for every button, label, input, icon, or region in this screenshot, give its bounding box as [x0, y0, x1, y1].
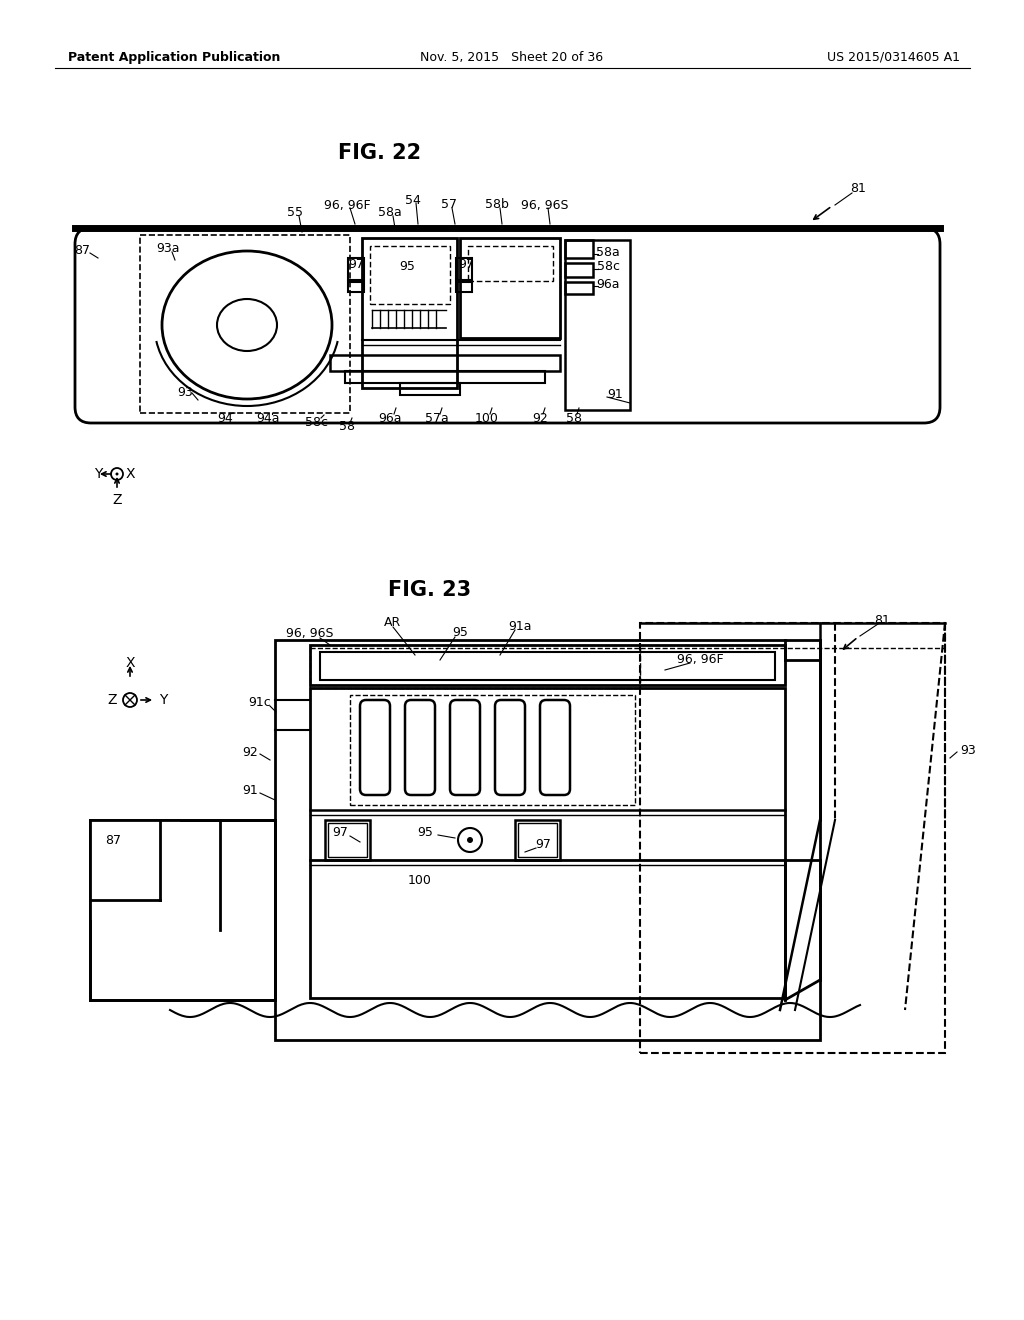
Bar [370, 246, 450, 304]
Bar [350, 696, 635, 805]
Text: 91: 91 [242, 784, 258, 796]
Bar [515, 820, 560, 861]
Circle shape [116, 473, 119, 475]
Bar [640, 623, 945, 1053]
Text: 97: 97 [332, 825, 348, 838]
Bar [518, 822, 557, 857]
Text: AR: AR [384, 615, 401, 628]
Text: 96, 96F: 96, 96F [324, 198, 371, 211]
Bar [348, 282, 364, 292]
Bar [325, 820, 370, 861]
Text: 58: 58 [566, 412, 582, 425]
Bar [565, 263, 593, 277]
Text: 81: 81 [874, 614, 890, 627]
Text: 96a: 96a [596, 277, 620, 290]
Bar [310, 645, 785, 685]
Bar [330, 355, 560, 371]
Text: Z: Z [108, 693, 117, 708]
Text: 97: 97 [348, 259, 364, 272]
Text: 96, 96F: 96, 96F [677, 653, 723, 667]
Text: 97: 97 [458, 259, 474, 272]
Bar [468, 246, 553, 281]
Text: 93: 93 [177, 385, 193, 399]
Text: 55: 55 [287, 206, 303, 219]
Bar [328, 822, 367, 857]
Bar [456, 282, 472, 292]
Text: 57: 57 [441, 198, 457, 211]
Text: 96, 96S: 96, 96S [521, 198, 568, 211]
Text: 92: 92 [242, 746, 258, 759]
Bar [565, 240, 630, 411]
Text: Z: Z [113, 492, 122, 507]
Text: X: X [125, 467, 135, 480]
Text: 93a: 93a [157, 242, 180, 255]
Text: 96, 96S: 96, 96S [287, 627, 334, 640]
Text: 58b: 58b [485, 198, 509, 211]
Text: 87: 87 [74, 243, 90, 256]
Bar [456, 257, 472, 280]
Bar [90, 820, 275, 1001]
Text: 93: 93 [961, 743, 976, 756]
Bar [460, 238, 560, 338]
Bar [275, 640, 820, 1040]
Text: X: X [125, 656, 135, 671]
Text: Y: Y [159, 693, 167, 708]
Text: 95: 95 [452, 626, 468, 639]
Text: FIG. 22: FIG. 22 [339, 143, 422, 162]
Bar [565, 240, 593, 257]
Bar [90, 820, 180, 920]
Text: 100: 100 [475, 412, 499, 425]
Text: 94a: 94a [256, 412, 280, 425]
Text: 58a: 58a [596, 246, 620, 259]
Text: 57a: 57a [425, 412, 449, 425]
Bar [345, 371, 545, 383]
Text: Y: Y [94, 467, 102, 480]
Text: 58a: 58a [378, 206, 401, 219]
Text: Nov. 5, 2015   Sheet 20 of 36: Nov. 5, 2015 Sheet 20 of 36 [420, 50, 603, 63]
Text: 58c: 58c [597, 260, 620, 273]
Text: 97: 97 [536, 838, 551, 851]
Text: Patent Application Publication: Patent Application Publication [68, 50, 281, 63]
Text: 94: 94 [217, 412, 232, 425]
Text: 81: 81 [850, 181, 866, 194]
Text: 95: 95 [399, 260, 415, 273]
Text: 96a: 96a [378, 412, 401, 425]
Text: 54: 54 [406, 194, 421, 206]
Text: 58: 58 [339, 421, 355, 433]
Text: 100: 100 [408, 874, 432, 887]
Text: 91a: 91a [508, 619, 531, 632]
Text: 91: 91 [607, 388, 623, 401]
Text: 95: 95 [417, 825, 433, 838]
Bar [362, 238, 457, 388]
Bar [140, 235, 350, 413]
Text: 87: 87 [105, 833, 121, 846]
Bar [565, 282, 593, 294]
Bar [400, 383, 460, 395]
Text: 92: 92 [532, 412, 548, 425]
Text: FIG. 23: FIG. 23 [388, 579, 472, 601]
Text: 91c: 91c [249, 697, 271, 710]
Bar [348, 257, 364, 280]
Bar [319, 652, 775, 680]
Circle shape [467, 837, 473, 843]
Text: 58c: 58c [305, 416, 329, 429]
Text: US 2015/0314605 A1: US 2015/0314605 A1 [827, 50, 961, 63]
Bar [310, 688, 785, 998]
